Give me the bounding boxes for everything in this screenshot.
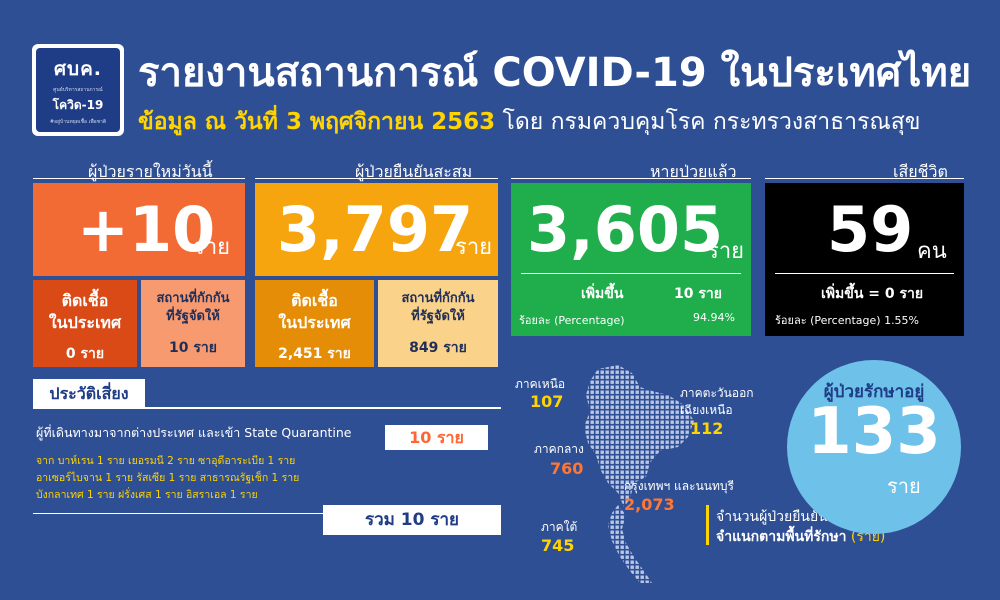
cumulative-caption-line — [255, 178, 498, 179]
recovered-value: 3,605 — [527, 193, 724, 266]
cumulative-local-value: 2,451 ราย — [278, 346, 351, 363]
new-cases-value: +10 — [77, 193, 216, 266]
new-cases-caption-line — [33, 178, 245, 179]
new-cases-quarantine-card: สถานที่กักกัน ที่รัฐจัดให้ 10 ราย — [141, 280, 245, 367]
cumulative-local-card: ติดเชื้อ ในประเทศ 2,451 ราย — [255, 280, 374, 367]
deaths-unit: คน — [917, 239, 947, 264]
recovered-caption: หายป่วยแล้ว — [650, 162, 737, 181]
deaths-pct-text: ร้อยละ (Percentage) 1.55% — [775, 314, 920, 327]
in-treatment-circle: ผู้ป่วยรักษาอยู่ 133 ราย — [787, 360, 961, 534]
risk-count-badge: 10 ราย — [385, 425, 488, 450]
recovered-unit: ราย — [707, 239, 745, 264]
cumulative-quarantine-card: สถานที่กักกัน ที่รัฐจัดให้ 849 ราย — [378, 280, 498, 367]
page-subtitle: ข้อมูล ณ วันที่ 3 พฤศจิกายน 2563 โดย กรม… — [138, 104, 978, 140]
in-treatment-value: 133 — [807, 395, 941, 469]
in-treatment-unit: ราย — [887, 474, 921, 498]
deaths-caption-line — [765, 178, 964, 179]
region-south-label: ภาคใต้ — [541, 520, 578, 534]
thailand-map — [584, 365, 694, 583]
deaths-card: 59 คน เพิ่มขึ้น = 0 ราย ร้อยละ (Percenta… — [765, 183, 964, 336]
cumulative-caption: ผู้ป่วยยืนยันสะสม — [355, 162, 473, 181]
cumulative-value: 3,797 — [277, 193, 474, 266]
risk-history-header: ประวัติเสี่ยง — [33, 379, 145, 409]
region-northeast-label-1: ภาคตะวันออก — [680, 386, 754, 400]
cumulative-card: 3,797 ราย — [255, 183, 498, 276]
region-central-label: ภาคกลาง — [534, 442, 584, 456]
report-source: โดย กรมควบคุมโรค กระทรวงสาธารณสุข — [502, 109, 921, 135]
deaths-value: 59 — [827, 193, 914, 266]
new-quarantine-value: 10 ราย — [169, 340, 217, 357]
risk-divider — [33, 407, 501, 409]
new-quarantine-label-1: สถานที่กักกัน — [156, 291, 230, 306]
new-quarantine-label-2: ที่รัฐจัดให้ — [166, 308, 220, 324]
region-northeast-label-2: เฉียงเหนือ — [680, 403, 733, 417]
cumulative-quarantine-label-2: ที่รัฐจัดให้ — [411, 308, 465, 324]
map-caption-bar — [706, 505, 709, 545]
region-north-label: ภาคเหนือ — [515, 377, 566, 391]
new-cases-unit: ราย — [193, 235, 231, 260]
cumulative-quarantine-label-1: สถานที่กักกัน — [401, 291, 475, 306]
region-bangkok-label: กรุงเทพฯ และนนทบุรี — [624, 479, 734, 493]
recovered-increase-value: 10 ราย — [674, 286, 722, 302]
logo-covid-text: โควิด-19 — [52, 98, 104, 112]
risk-detail-line-3: บังกลาเทศ 1 ราย ฝรั่งเศส 1 ราย อิสราเอล … — [36, 489, 258, 501]
recovered-card: 3,605 ราย เพิ่มขึ้น 10 ราย ร้อยละ (Perce… — [511, 183, 751, 336]
map-caption-line-1: จำนวนผู้ป่วยยืนยัน — [716, 509, 828, 525]
region-northeast-value: 112 — [690, 419, 724, 438]
logo-text: ศบค. — [53, 58, 103, 80]
recovered-divider — [521, 273, 741, 274]
deaths-caption: เสียชีวิต — [893, 162, 948, 181]
total-divider — [33, 513, 501, 514]
new-cases-card: +10 ราย — [33, 183, 245, 276]
risk-description: ผู้ที่เดินทางมาจากต่างประเทศ และเข้า Sta… — [36, 425, 352, 440]
recovered-increase-label: เพิ่มขึ้น — [581, 286, 624, 302]
recovered-pct-label: ร้อยละ (Percentage) — [519, 314, 625, 327]
region-north-value: 107 — [530, 392, 564, 411]
new-local-label-1: ติดเชื้อ — [61, 291, 109, 310]
logo: ศบค. ศูนย์บริหารสถานการณ์ โควิด-19 #อยู่… — [32, 44, 124, 136]
logo-subtext-bottom: #อยู่บ้านหยุดเชื้อ เพื่อชาติ — [49, 119, 107, 125]
risk-detail-line-1: จาก บาห์เรน 1 ราย เยอรมนี 2 ราย ซาอุดีอา… — [36, 455, 296, 467]
report-date: ข้อมูล ณ วันที่ 3 พฤศจิกายน 2563 — [138, 109, 496, 135]
logo-subtext-top: ศูนย์บริหารสถานการณ์ — [53, 87, 103, 93]
region-south-value: 745 — [541, 536, 575, 555]
new-local-label-2: ในประเทศ — [48, 312, 122, 332]
in-treatment-caption: ผู้ป่วยรักษาอยู่ — [823, 382, 925, 402]
recovered-caption-line — [511, 178, 751, 179]
page-title: รายงานสถานการณ์ COVID-19 ในประเทศไทย — [138, 50, 972, 96]
cumulative-unit: ราย — [455, 235, 493, 260]
region-central-value: 760 — [550, 459, 584, 478]
recovered-pct-value: 94.94% — [693, 311, 735, 324]
map-caption-bold: จำแนกตามพื้นที่รักษา — [716, 529, 847, 545]
risk-total-badge: รวม 10 ราย — [323, 505, 501, 535]
deaths-divider — [775, 273, 954, 274]
region-bangkok-value: 2,073 — [624, 495, 675, 514]
cumulative-local-label-2: ในประเทศ — [278, 312, 351, 332]
deaths-increase-text: เพิ่มขึ้น = 0 ราย — [821, 286, 924, 302]
new-cases-caption: ผู้ป่วยรายใหม่วันนี้ — [88, 162, 213, 181]
new-cases-local-card: ติดเชื้อ ในประเทศ 0 ราย — [33, 280, 137, 367]
risk-detail-line-2: อาเซอร์ไบจาน 1 ราย รัสเซีย 1 ราย สาธารณร… — [36, 472, 300, 484]
cumulative-local-label-1: ติดเชื้อ — [291, 291, 338, 310]
cumulative-quarantine-value: 849 ราย — [409, 340, 467, 357]
new-local-value: 0 ราย — [65, 346, 105, 363]
logo-inner: ศบค. ศูนย์บริหารสถานการณ์ โควิด-19 #อยู่… — [36, 48, 120, 132]
